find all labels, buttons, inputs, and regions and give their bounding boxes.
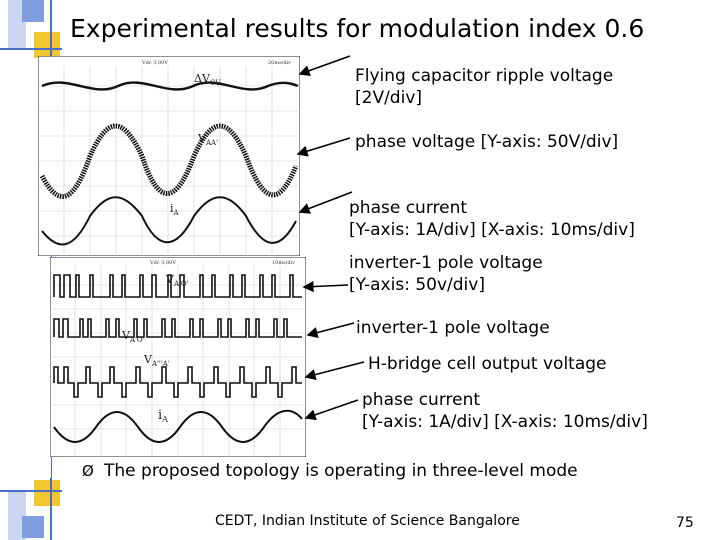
svg-text:iA: iA	[158, 408, 168, 424]
annotation-hbridge-voltage: H-bridge cell output voltage	[368, 354, 607, 374]
pole-voltage-label-2: V	[121, 329, 131, 342]
arrow-pole-voltage-1	[302, 280, 349, 293]
oscilloscope-capture-top: Vdc 3,00V 20ms/div ΔVCU VAA' iA	[38, 56, 300, 256]
arrow-phase-voltage	[296, 137, 351, 157]
page-number: 75	[676, 515, 694, 531]
svg-text:iA: iA	[170, 202, 180, 217]
arrow-phase-current-top	[298, 191, 353, 214]
arrow-ripple	[298, 55, 351, 77]
hbridge-voltage-trace	[53, 366, 302, 398]
pole-voltage-label-1: V	[165, 273, 175, 286]
scope-top-header-right: 20ms/div	[268, 60, 291, 66]
phase-voltage-label: V	[197, 132, 207, 145]
scope-bottom-header-left: Vdc 3,00V	[149, 260, 176, 266]
oscilloscope-capture-bottom: Vdc 3,00V 10ms/div VA'O' VA'O' VA'''A' i…	[50, 257, 306, 457]
svg-text:ΔVCU: ΔVCU	[194, 72, 221, 87]
slide-title: Experimental results for modulation inde…	[70, 14, 645, 43]
hbridge-voltage-label: V	[143, 353, 153, 366]
arrow-pole-voltage-2	[306, 322, 355, 338]
svg-text:VA'O': VA'O'	[121, 329, 145, 344]
annotation-phase-current-bottom: phase current [Y-axis: 1A/div] [X-axis: 1…	[362, 390, 648, 432]
annotation-phase-current-top: phase current [Y-axis: 1A/div] [X-axis: 1…	[349, 198, 635, 240]
annotation-ripple-voltage: Flying capacitor ripple voltage [2V/div]	[355, 66, 614, 108]
annotation-pole-voltage-2: inverter-1 pole voltage	[356, 318, 550, 338]
annotation-pole-voltage-1: inverter-1 pole voltage [Y-axis: 50v/div]	[349, 253, 543, 295]
phase-current-trace	[41, 196, 297, 246]
phase-voltage-trace	[39, 123, 299, 199]
bullet-marker: Ø	[82, 462, 94, 480]
phase-current-trace-bottom	[53, 409, 303, 443]
arrow-phase-current-bottom	[304, 399, 359, 421]
svg-text:VA'O': VA'O'	[165, 273, 189, 288]
pole-voltage-trace-2	[53, 318, 302, 338]
pole-voltage-trace-1	[53, 274, 302, 298]
bullet-text: The proposed topology is operating in th…	[104, 461, 578, 481]
footer-institution: CEDT, Indian Institute of Science Bangal…	[215, 513, 520, 529]
annotation-phase-voltage: phase voltage [Y-axis: 50V/div]	[355, 132, 619, 152]
ripple-trace	[41, 81, 299, 91]
scope-top-header-left: Vdc 3,00V	[141, 60, 168, 66]
phase-current-label: i	[170, 202, 174, 215]
ripple-label: ΔV	[194, 72, 211, 85]
arrow-hbridge	[304, 361, 365, 381]
phase-current-label-bottom: i	[158, 408, 162, 423]
svg-text:VA'''A': VA'''A'	[143, 353, 170, 368]
svg-text:VAA': VAA'	[197, 132, 218, 147]
scope-bottom-header-right: 10ms/div	[272, 260, 295, 266]
